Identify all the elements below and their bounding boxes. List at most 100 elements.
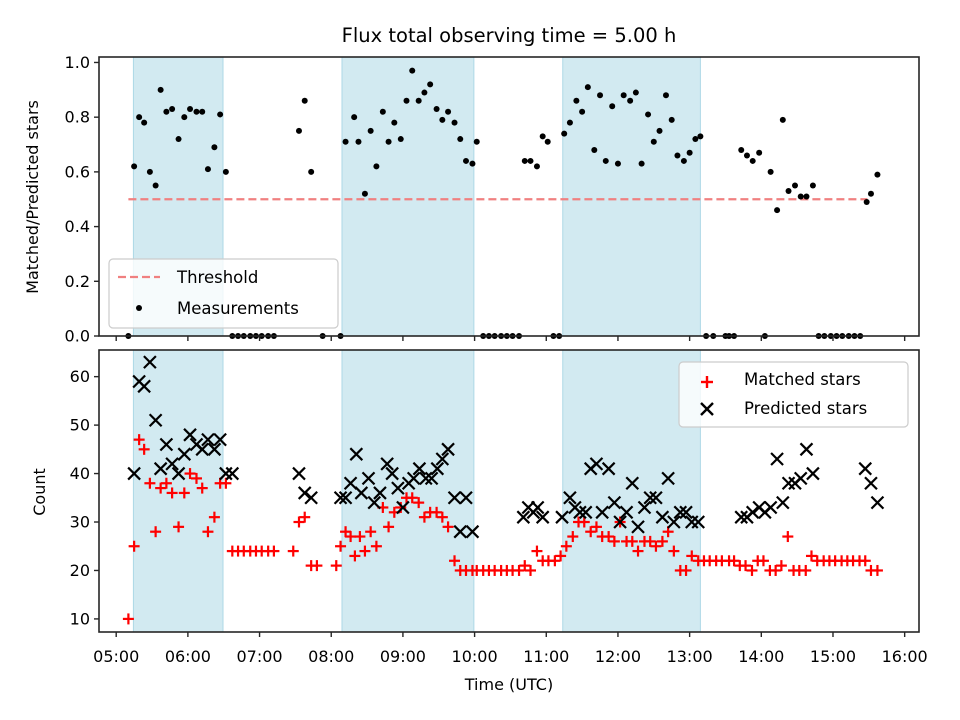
predicted-star-point xyxy=(613,515,627,529)
legend-matched-label: Matched stars xyxy=(744,370,861,389)
measurement-point xyxy=(175,136,182,143)
matched-star-point xyxy=(519,560,531,572)
predicted-star-point xyxy=(148,413,163,428)
bottom-x-tick-label: 11:00 xyxy=(523,647,569,666)
matched-star-point xyxy=(859,555,871,567)
matched-star-point xyxy=(166,487,178,499)
predicted-star-point xyxy=(631,520,645,534)
matched-star-point xyxy=(525,564,537,576)
predicted-star-point xyxy=(380,457,394,471)
predicted-star-point xyxy=(555,510,569,524)
predicted-star-point xyxy=(625,476,640,491)
measurement-point xyxy=(351,114,358,121)
predicted-star-point xyxy=(297,486,312,500)
predicted-star-point xyxy=(207,442,222,457)
measurement-point xyxy=(632,89,639,96)
measurement-point xyxy=(650,138,657,145)
measurement-point xyxy=(342,138,349,145)
predicted-star-point xyxy=(430,461,445,476)
predicted-star-point xyxy=(637,500,652,515)
measurement-point xyxy=(544,138,551,145)
predicted-star-point xyxy=(589,457,604,471)
measurement-point xyxy=(157,86,164,93)
measurement-point xyxy=(211,144,218,151)
measurement-point xyxy=(602,157,609,164)
predicted-star-point xyxy=(153,461,168,476)
measurement-point xyxy=(403,97,410,104)
measurement-point xyxy=(863,198,870,205)
matched-star-point xyxy=(680,564,692,576)
measurement-point xyxy=(385,138,392,145)
predicted-star-point xyxy=(183,428,197,442)
x-axis-label: Time (UTC) xyxy=(464,675,553,694)
measurement-point xyxy=(609,103,616,110)
measurement-point xyxy=(421,89,428,96)
matched-star-point xyxy=(436,511,448,523)
matched-star-point xyxy=(365,526,377,538)
predicted-star-point xyxy=(806,466,820,481)
measurement-point xyxy=(738,147,745,153)
predicted-star-point xyxy=(412,461,427,476)
predicted-star-point xyxy=(595,505,609,520)
predicted-star-point xyxy=(441,442,455,457)
matched-star-point xyxy=(590,521,602,533)
bottom-y-tick-label: 20 xyxy=(70,561,90,580)
measurement-point xyxy=(361,190,368,197)
top-axes-frame xyxy=(98,56,920,337)
predicted-star-point xyxy=(619,505,634,520)
matched-star-point xyxy=(549,555,561,567)
measurement-point xyxy=(809,182,816,189)
predicted-star-point xyxy=(195,442,209,457)
measurement-point xyxy=(397,136,404,143)
measurement-point xyxy=(379,108,386,115)
ratio-panel: 0.0 0.2 0.4 0.6 0.8 1.0 Matched/Predicted sta… xyxy=(23,53,920,346)
predicted-star-point xyxy=(304,491,318,505)
top-y-tick-label: 0.4 xyxy=(65,217,90,236)
matched-star-point xyxy=(128,540,140,552)
matched-star-point xyxy=(268,545,280,557)
predicted-star-point xyxy=(453,524,468,539)
matched-star-point xyxy=(782,531,794,543)
measurement-point xyxy=(295,127,302,134)
top-y-tick-label: 0.2 xyxy=(65,272,90,291)
matched-star-point xyxy=(340,526,352,538)
predicted-star-point xyxy=(435,452,450,466)
measurement-point xyxy=(785,188,792,195)
predicted-star-point xyxy=(770,452,784,466)
matched-stars-points xyxy=(122,434,883,625)
predicted-star-point xyxy=(447,491,462,505)
measurement-point xyxy=(141,119,148,126)
predicted-star-point xyxy=(793,471,808,486)
matched-star-point xyxy=(805,550,817,562)
predicted-star-point xyxy=(516,510,531,524)
bottom-y-tick-label: 30 xyxy=(70,513,90,532)
measurement-point xyxy=(146,168,153,175)
matched-star-point xyxy=(202,526,214,538)
legend-measurements-label: Measurements xyxy=(177,299,299,318)
predicted-star-point xyxy=(127,466,141,481)
predicted-star-point xyxy=(661,471,675,486)
predicted-star-point xyxy=(373,486,387,500)
predicted-star-point xyxy=(361,471,376,486)
matched-star-point xyxy=(656,535,668,547)
predicted-star-point xyxy=(864,476,878,491)
predicted-star-point xyxy=(649,491,663,505)
matched-star-point xyxy=(150,526,162,538)
measurement-point xyxy=(692,136,699,143)
measurement-point xyxy=(579,108,586,115)
top-legend: Threshold Measurements xyxy=(108,258,339,329)
measurement-point xyxy=(163,108,170,115)
matched-star-point xyxy=(220,477,232,489)
bottom-shaded-spans xyxy=(132,349,701,633)
predicted-star-point xyxy=(607,495,622,510)
matched-star-point xyxy=(650,540,662,552)
measurement-point xyxy=(409,67,416,74)
matched-star-point xyxy=(585,526,597,538)
bottom-y-tick-label: 10 xyxy=(70,609,90,628)
predicted-star-point xyxy=(745,505,760,520)
matched-star-point xyxy=(871,564,883,576)
bottom-x-tick-label: 07:00 xyxy=(237,647,283,666)
matched-star-point xyxy=(578,516,590,528)
bottom-shaded-span xyxy=(132,349,224,633)
